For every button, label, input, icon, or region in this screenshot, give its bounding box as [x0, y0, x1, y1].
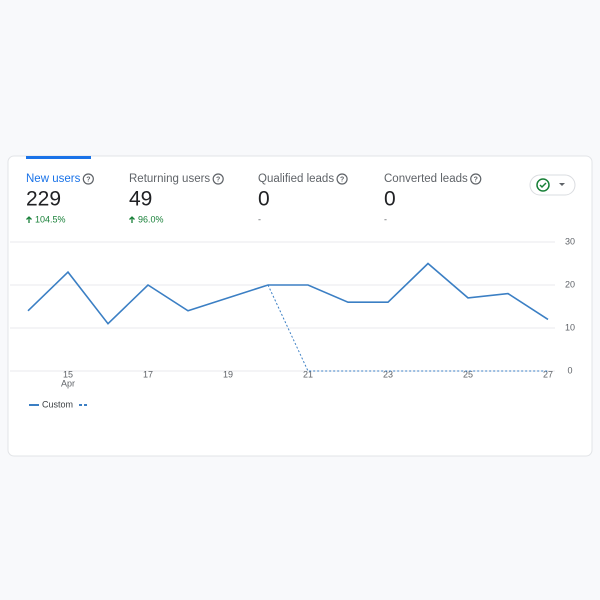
metric-label: Converted leads	[384, 173, 468, 185]
help-icon-glyph: ?	[216, 176, 220, 183]
series-line	[27, 262, 549, 325]
metric-change: 104.5%	[35, 214, 66, 224]
status-button[interactable]	[529, 174, 576, 196]
metric-tab[interactable]: Returning users ? 49 96.0%	[129, 173, 224, 224]
series-line	[267, 284, 548, 372]
tab-indicator	[26, 156, 91, 159]
up-arrow	[129, 216, 135, 223]
x-tick-label: 17	[143, 369, 153, 379]
y-tick-label: 30	[565, 236, 575, 246]
x-tick-label: 25	[463, 369, 473, 379]
help-icon	[470, 173, 482, 185]
metric-tab[interactable]: Converted leads ? 0 -	[384, 173, 482, 224]
help-icon-glyph: ?	[340, 176, 344, 183]
y-tick-label: 20	[565, 279, 575, 289]
help-icon-glyph: ?	[474, 176, 478, 183]
metric-value: 0	[258, 188, 270, 211]
up-arrow	[26, 216, 32, 223]
x-tick-label: 19	[223, 369, 233, 379]
check-icon	[536, 178, 550, 192]
metric-value: 0	[384, 188, 396, 211]
metric-change: -	[258, 214, 261, 224]
x-tick-label: 23	[383, 369, 393, 379]
metric-label: Returning users	[129, 173, 210, 185]
metric-change: -	[384, 214, 387, 224]
dropdown-arrow	[559, 183, 565, 186]
help-icon-glyph: ?	[86, 176, 90, 183]
help-icon	[82, 173, 94, 185]
x-tick-label: 15	[63, 369, 73, 379]
x-sublabel: Apr	[61, 378, 75, 388]
x-tick-label: 21	[303, 369, 313, 379]
metric-value: 49	[129, 188, 152, 211]
metric-change: 96.0%	[138, 214, 164, 224]
y-tick-label: 0	[567, 365, 572, 375]
y-tick-label: 10	[565, 322, 575, 332]
card	[7, 155, 593, 457]
help-icon	[336, 173, 348, 185]
metric-tab[interactable]: Qualified leads ? 0 -	[258, 173, 348, 224]
x-tick-label: 27	[543, 369, 553, 379]
help-icon	[212, 173, 224, 185]
metric-tab[interactable]: New users ? 229 104.5%	[26, 173, 94, 224]
metric-label: New users	[26, 173, 81, 185]
check-mark	[539, 182, 547, 189]
legend-label: Custom	[42, 399, 73, 409]
metric-label: Qualified leads	[258, 173, 334, 185]
metric-value: 229	[26, 188, 61, 211]
